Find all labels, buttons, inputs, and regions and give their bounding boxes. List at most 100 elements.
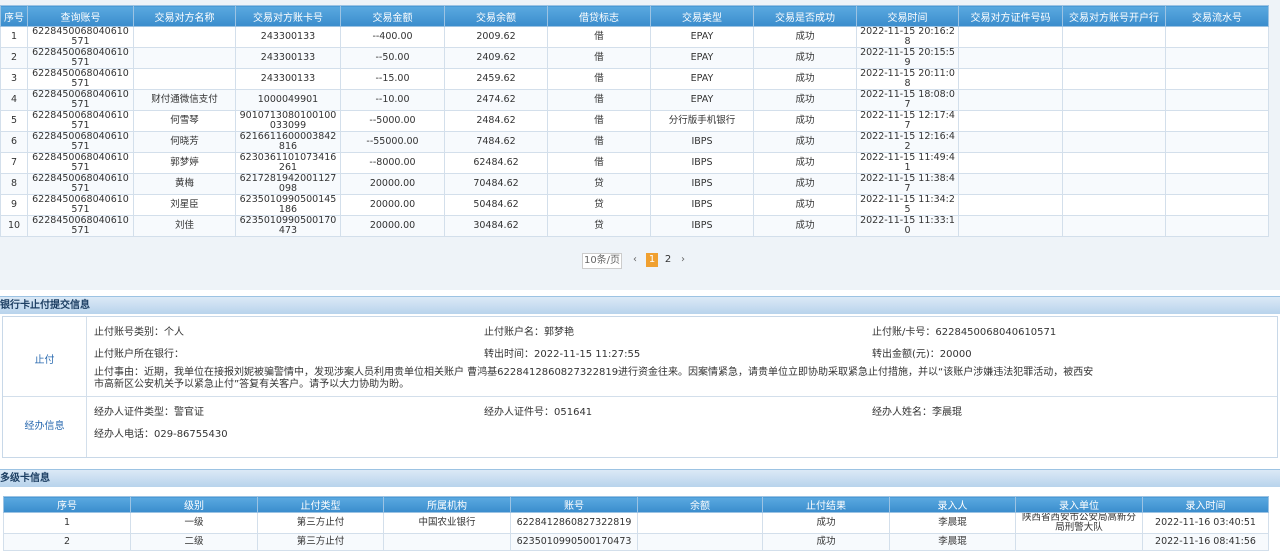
- table-cell: [133, 47, 236, 69]
- section-label: 经办信息: [24, 421, 65, 432]
- table-cell: 借: [547, 89, 651, 111]
- table-cell: 2474.62: [444, 89, 548, 111]
- table-cell: [1062, 110, 1166, 132]
- table-cell: IBPS: [650, 194, 754, 216]
- table-cell: 中国农业银行: [383, 512, 511, 534]
- table-cell: [1165, 110, 1269, 132]
- section-title: 银行卡止付提交信息: [0, 296, 1280, 314]
- column-header: 账号: [510, 496, 638, 513]
- table-cell: [1062, 131, 1166, 153]
- table-row: 1 6228450068040610571 243300133 --400.00 200…: [0, 26, 1269, 48]
- table-cell: 243300133: [235, 26, 341, 48]
- table-cell: 成功: [753, 47, 857, 69]
- table-cell: [1062, 89, 1166, 111]
- table-cell: 6230361101073416261: [235, 152, 341, 174]
- column-header: 录入时间: [1142, 496, 1269, 513]
- table-cell: --55000.00: [340, 131, 445, 153]
- info-field: 止付账号类别：个人: [94, 327, 184, 338]
- next-page[interactable]: ›: [681, 254, 685, 265]
- table-cell: [1165, 215, 1269, 237]
- table-row: 1 一级 第三方止付 中国农业银行 6228412860827322819 成功 李晨琨 陕西…: [3, 512, 1269, 534]
- table-cell: 成功: [753, 131, 857, 153]
- page-button[interactable]: 1: [646, 253, 658, 267]
- table-cell: 成功: [753, 215, 857, 237]
- table-cell: EPAY: [650, 68, 754, 90]
- table-cell: [1165, 26, 1269, 48]
- table-row: 6 6228450068040610571 何晓芳 62166116000038428…: [0, 131, 1269, 153]
- table-cell: 2409.62: [444, 47, 548, 69]
- table-cell: 分行版手机银行: [650, 110, 754, 132]
- table-cell: 2022-11-15 18:08:07: [856, 89, 959, 111]
- table-cell: 成功: [753, 194, 857, 216]
- table-cell: 2022-11-15 12:17:47: [856, 110, 959, 132]
- table-cell: 20000.00: [340, 215, 445, 237]
- table-cell: 成功: [753, 89, 857, 111]
- table-cell: 2022-11-15 12:16:42: [856, 131, 959, 153]
- column-header: 交易是否成功: [753, 5, 857, 27]
- table-cell: 刘星臣: [133, 194, 236, 216]
- table-cell: EPAY: [650, 47, 754, 69]
- table-cell: 9010713080100100033099: [235, 110, 341, 132]
- header-row: 序号 级别 止付类型 所属机构 账号 余额 止付结果 录入人 录入单位 录入时间: [3, 496, 1269, 513]
- table-cell: --10.00: [340, 89, 445, 111]
- table-cell: --400.00: [340, 26, 445, 48]
- info-field: 经办人证件类型：警官证: [94, 407, 204, 418]
- column-header: 交易时间: [856, 5, 959, 27]
- table-cell: 7: [0, 152, 28, 174]
- table-cell: 贷: [547, 215, 651, 237]
- table-cell: 6228450068040610571: [27, 152, 134, 174]
- table-cell: 2022-11-16 08:41:56: [1142, 533, 1269, 551]
- table-cell: IBPS: [650, 152, 754, 174]
- table-cell: 4: [0, 89, 28, 111]
- column-header: 录入单位: [1015, 496, 1143, 513]
- table-cell: [1062, 47, 1166, 69]
- stop-payment-info: 止付账号类别：个人 止付账户名：郭梦艳 止付账/卡号：622845006804061…: [2, 316, 1278, 458]
- info-field: 经办人证件号：051641: [484, 407, 593, 418]
- table-cell: 贷: [547, 194, 651, 216]
- table-cell: 10: [0, 215, 28, 237]
- table-cell: 陕西省西安市公安局高新分局刑警大队: [1015, 512, 1143, 534]
- column-header: 交易对方名称: [133, 5, 236, 27]
- column-header: 借贷标志: [547, 5, 651, 27]
- table-cell: 借: [547, 47, 651, 69]
- table-row: 9 6228450068040610571 刘星臣 62350109905001451…: [0, 194, 1269, 216]
- table-cell: 2022-11-15 20:11:08: [856, 68, 959, 90]
- column-header: 交易对方账号开户行: [1062, 5, 1166, 27]
- page-size[interactable]: 10条/页: [582, 253, 622, 269]
- table-cell: [958, 215, 1063, 237]
- table-cell: [958, 131, 1063, 153]
- table-cell: 1000049901: [235, 89, 341, 111]
- table-cell: [1062, 215, 1166, 237]
- data-table: 序号 级别 止付类型 所属机构 账号 余额 止付结果 录入人 录入单位 录入时间 1 一级 第三方止付中…: [3, 496, 1269, 551]
- data-table: 序号 查询账号 交易对方名称 交易对方账卡号 交易金额 交易余额 借贷标志 交易类型 交易是否成…: [0, 5, 1269, 237]
- table-cell: [1062, 26, 1166, 48]
- table-cell: 财付通微信支付: [133, 89, 236, 111]
- table-cell: --50.00: [340, 47, 445, 69]
- prev-page[interactable]: ‹: [633, 254, 637, 265]
- column-header: 交易金额: [340, 5, 445, 27]
- table-cell: EPAY: [650, 26, 754, 48]
- table-cell: 243300133: [235, 47, 341, 69]
- table-cell: 第三方止付: [257, 533, 384, 551]
- column-header: 止付结果: [762, 496, 890, 513]
- table-cell: [1062, 68, 1166, 90]
- table-cell: 成功: [762, 533, 890, 551]
- divider: [3, 396, 1277, 397]
- transactions-panel: 序号 查询账号 交易对方名称 交易对方账卡号 交易金额 交易余额 借贷标志 交易类型 交易是否成…: [0, 0, 1280, 290]
- table-cell: 2484.62: [444, 110, 548, 132]
- page-button[interactable]: 2: [664, 254, 672, 265]
- table-cell: 何晓芳: [133, 131, 236, 153]
- column-header: 余额: [637, 496, 763, 513]
- table-cell: 借: [547, 110, 651, 132]
- table-cell: [133, 68, 236, 90]
- table-cell: 243300133: [235, 68, 341, 90]
- table-cell: 9: [0, 194, 28, 216]
- table-cell: [958, 89, 1063, 111]
- column-header: 查询账号: [27, 5, 134, 27]
- table-cell: --15.00: [340, 68, 445, 90]
- table-cell: 5: [0, 110, 28, 132]
- column-header: 止付类型: [257, 496, 384, 513]
- table-cell: --5000.00: [340, 110, 445, 132]
- table-cell: [1165, 152, 1269, 174]
- table-cell: 2022-11-15 20:16:28: [856, 26, 959, 48]
